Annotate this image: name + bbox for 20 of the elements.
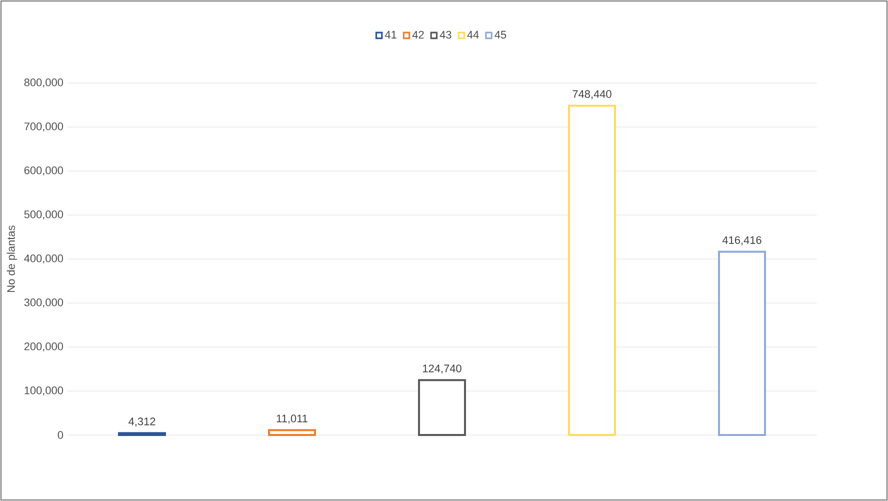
y-tick-label: 100,000 [24,386,64,396]
data-label: 748,440 [572,90,612,100]
y-tick-label: 800,000 [24,78,64,88]
legend-label: 42 [412,30,424,39]
data-label: 11,011 [276,414,308,424]
legend-label: 44 [467,30,479,38]
legend-label: 43 [440,30,452,39]
y-tick-label: 500,000 [24,210,64,220]
data-label: 124,740 [423,364,462,374]
y-tick-label: 300,000 [24,298,64,308]
legend-label: 41 [384,30,396,38]
data-label: 416,416 [722,236,762,246]
y-axis-title: No de plantas [6,226,18,292]
y-tick-label: 0 [58,431,64,439]
y-tick-label: 200,000 [24,342,64,352]
data-label: 4,312 [128,418,156,427]
y-tick-label: 700,000 [24,122,64,132]
y-tick-label: 400,000 [24,254,64,264]
legend-label: 45 [494,30,506,39]
y-tick-label: 600,000 [24,166,64,176]
